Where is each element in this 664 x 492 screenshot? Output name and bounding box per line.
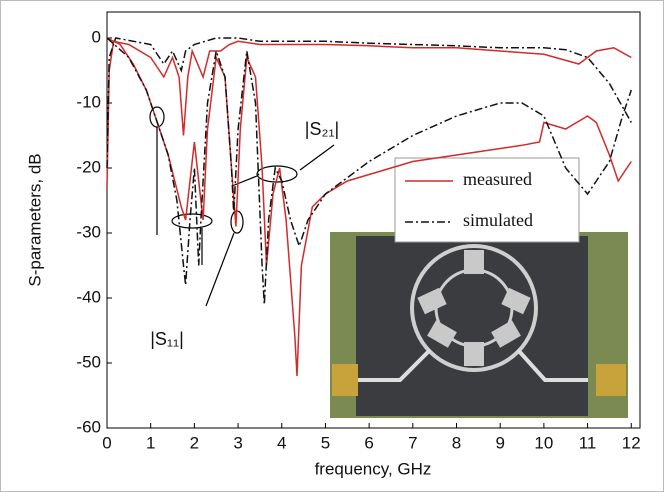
x-tick-label: 6 [364,433,373,452]
x-tick-label: 0 [102,433,111,452]
plot-frame [106,11,641,429]
x-tick-label: 2 [190,433,199,452]
x-axis-label: frequency, GHz [315,459,432,478]
x-tick-label: 1 [146,433,155,452]
x-tick-label: 9 [495,433,504,452]
y-tick-label: -30 [76,222,101,241]
inset-photo [330,232,628,418]
x-tick-label: 11 [579,433,597,452]
annotation: |S₁₁| [150,329,184,349]
y-tick-label: -40 [76,287,101,306]
x-tick-label: 12 [622,433,641,452]
series-line [106,40,632,188]
x-tick-label: 4 [277,433,286,452]
legend-label: measured [463,169,532,189]
x-tick-label: 3 [233,433,242,452]
x-tick-label: 7 [408,433,417,452]
annotation: |S₂₁| [305,119,339,139]
x-tick-label: 10 [534,433,553,452]
annotation-marks [149,106,335,307]
y-tick-label: -60 [76,417,101,436]
series-line [106,37,632,169]
x-tick-label: 8 [452,433,461,452]
x-tick-label: 5 [321,433,330,452]
y-axis-label: S-parameters, dB [25,153,44,286]
y-tick-label: -10 [76,92,101,111]
series-line [106,37,633,305]
y-tick-label: -50 [76,352,101,371]
legend-label: simulated [463,210,533,230]
legend [394,157,580,243]
y-tick-label: 0 [92,27,101,46]
series-line [106,37,632,377]
y-tick-label: -20 [76,157,101,176]
